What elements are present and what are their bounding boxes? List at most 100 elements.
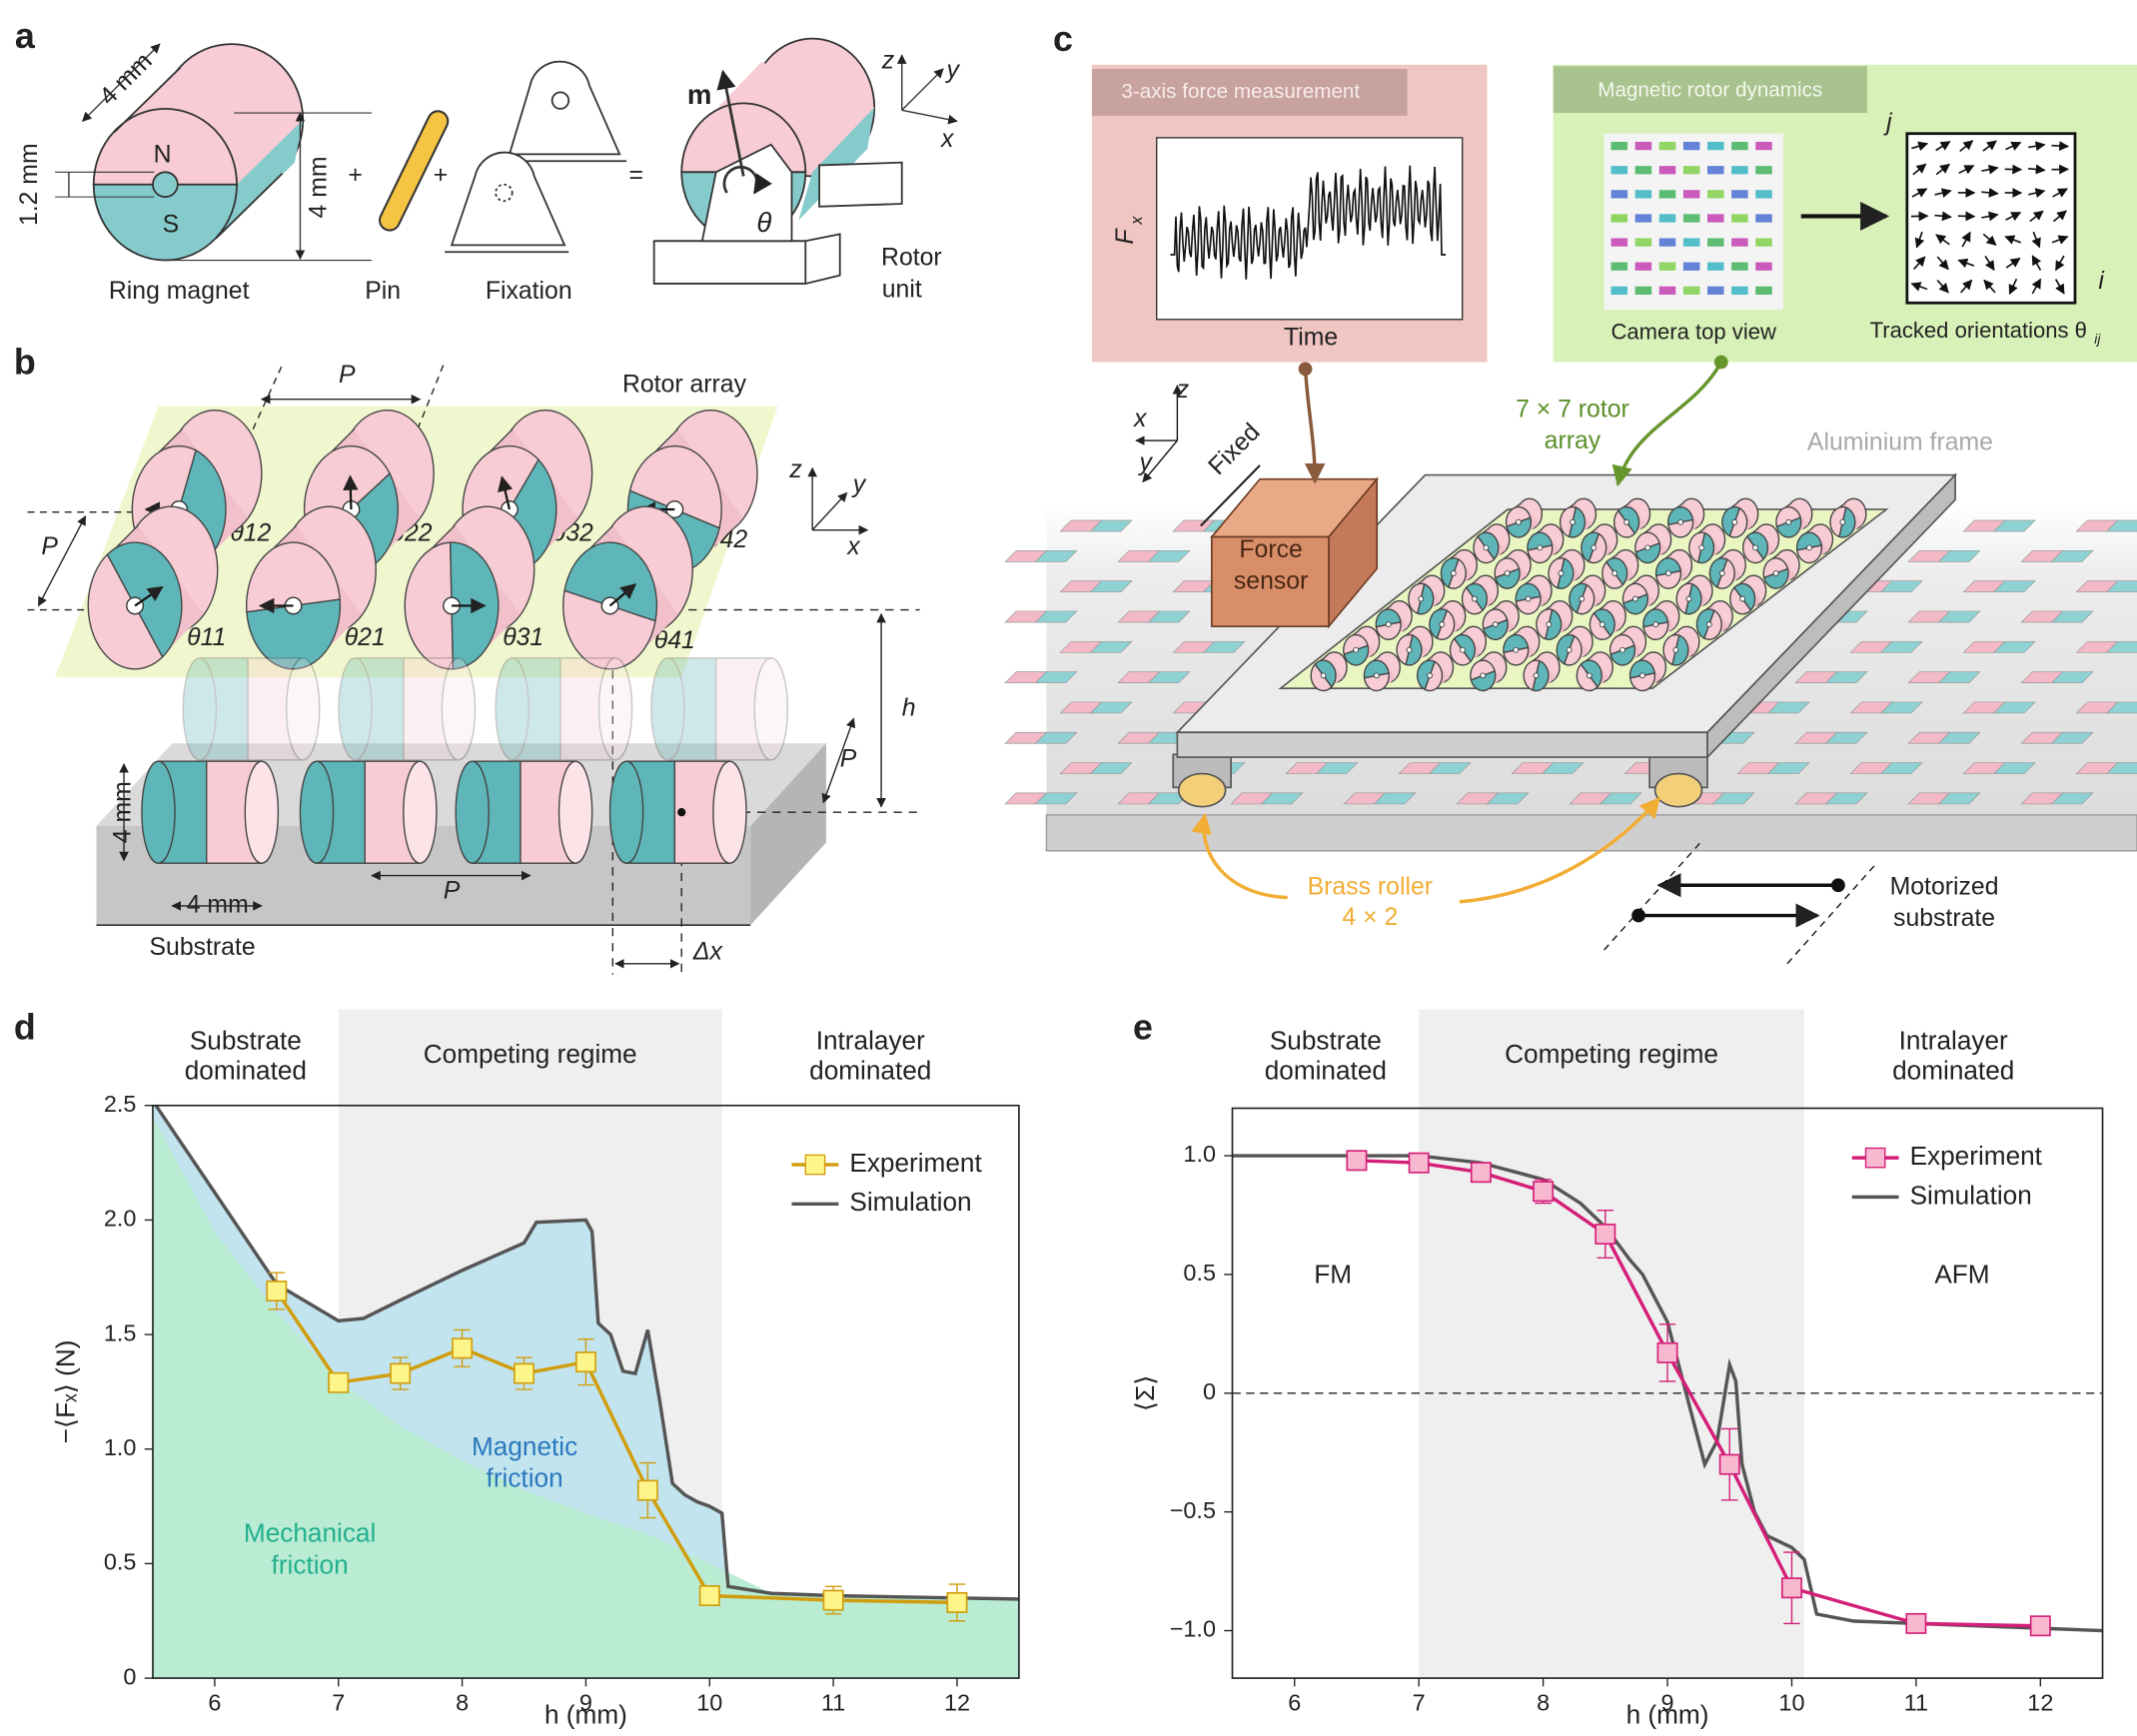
rotor	[1556, 625, 1594, 666]
rotor	[1440, 548, 1478, 589]
legend-label: Experiment	[849, 1148, 982, 1178]
rotor-pink	[1343, 633, 1369, 656]
legend-marker	[1864, 1147, 1886, 1169]
label: ij	[2094, 332, 2101, 347]
magnet-end	[557, 760, 593, 864]
hole	[1570, 518, 1576, 525]
moment-arrow	[343, 474, 359, 510]
y-tick-label: 2.5	[104, 1091, 137, 1117]
hole	[1591, 544, 1598, 551]
rotor-teal	[1628, 659, 1656, 679]
hole	[1450, 570, 1457, 576]
tile-teal	[1089, 762, 1133, 774]
orientation-arrow	[1961, 231, 1971, 248]
rotor	[404, 505, 535, 670]
label: y	[1137, 449, 1153, 476]
hole	[1672, 646, 1679, 653]
rotor	[1654, 548, 1693, 589]
x-tick-label: 6	[208, 1689, 221, 1715]
label: θ	[756, 207, 771, 238]
orientation-arrow	[1934, 188, 1952, 198]
orientation-arrow	[1914, 231, 1925, 249]
camera-rotor	[1634, 166, 1652, 175]
label: θ11	[187, 624, 226, 651]
rotor	[1473, 523, 1511, 564]
rotor	[1675, 574, 1713, 615]
rotor-pink	[1588, 532, 1607, 564]
camera-rotor	[1634, 190, 1652, 199]
rotor-teal	[1634, 541, 1661, 564]
rotor	[1576, 651, 1613, 692]
orientation-arrow	[1935, 234, 1950, 246]
y-tick-label: 0	[123, 1663, 136, 1689]
tile-teal	[1373, 792, 1417, 805]
camera-rotor	[1658, 166, 1676, 175]
orientation-arrow	[2052, 188, 2068, 198]
label: =	[628, 162, 642, 189]
hole	[1785, 518, 1792, 525]
magnet-end	[244, 760, 280, 864]
label: Motorized	[1890, 874, 1999, 901]
rotor-teal	[1405, 634, 1423, 666]
hole	[1623, 518, 1629, 525]
hole	[1480, 672, 1487, 679]
rotor	[1548, 548, 1586, 589]
camera-rotor	[1755, 238, 1772, 247]
rotor	[1569, 574, 1606, 615]
tile-teal	[1034, 671, 1078, 683]
series-line	[275, 1290, 957, 1605]
rotor-teal	[1609, 644, 1636, 666]
x-tick-label: 11	[821, 1689, 845, 1715]
hole	[1525, 595, 1532, 602]
rotor-teal	[1667, 506, 1694, 525]
camera-rotor	[1706, 141, 1724, 151]
region-label: Substrate	[1270, 1025, 1382, 1055]
rotor-pink	[1795, 544, 1823, 563]
rotor	[1602, 548, 1639, 589]
rotor-pink	[1702, 609, 1722, 640]
label: Ring magnet	[109, 278, 250, 305]
orientation-arrow	[2005, 141, 2022, 151]
hole	[1385, 621, 1392, 628]
tile-teal	[1937, 610, 1981, 623]
label: θ31	[503, 624, 543, 651]
hole	[1537, 544, 1544, 551]
tile-teal	[1147, 610, 1191, 623]
hole	[1439, 621, 1446, 628]
hole	[1718, 570, 1725, 576]
label: F	[1112, 228, 1139, 245]
rotor-pink	[1667, 518, 1694, 538]
hole	[1427, 672, 1433, 679]
orientation-arrow	[1935, 141, 1951, 152]
rotor-pink	[1762, 557, 1789, 579]
rotor	[1523, 651, 1561, 692]
rotor	[1343, 625, 1381, 666]
orientation-arrow	[1982, 140, 1997, 152]
label: Aluminium frame	[1807, 429, 1993, 455]
tile-teal	[1315, 762, 1359, 774]
tile-teal	[1879, 580, 1923, 593]
tile-teal	[2105, 701, 2137, 714]
hole	[1611, 570, 1618, 576]
tile-teal	[2050, 792, 2094, 805]
camera-rotor	[1706, 238, 1724, 247]
hole	[1644, 544, 1651, 551]
rotor-teal	[1695, 608, 1715, 640]
dim-label: 4 mm	[110, 781, 137, 843]
rotor-pink	[1505, 505, 1532, 528]
label: Substrate	[150, 934, 256, 961]
rotor	[1560, 497, 1598, 538]
hole	[1731, 518, 1738, 525]
orientation-arrow	[1984, 255, 1995, 272]
orientation-arrow	[1911, 141, 1929, 152]
orientation-arrow	[1934, 211, 1952, 222]
marker	[1470, 1162, 1492, 1184]
rotor-teal	[1569, 582, 1589, 614]
hole	[1631, 595, 1638, 602]
rotor-pink	[1829, 505, 1847, 538]
y-tick-label: 1.5	[104, 1319, 137, 1345]
camera-rotor	[1658, 262, 1676, 271]
hole	[1533, 672, 1540, 679]
rotor-pink	[1675, 582, 1693, 615]
magnet-end	[753, 657, 789, 761]
